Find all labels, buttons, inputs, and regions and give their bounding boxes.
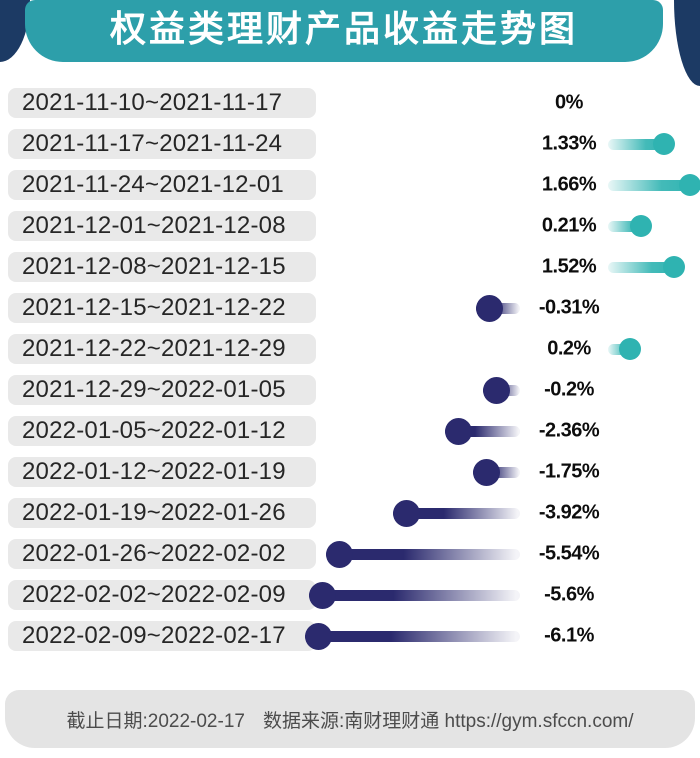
date-range-pill: 2021-11-24~2021-12-01 [8, 170, 316, 200]
header-banner: 权益类理财产品收益走势图 [25, 0, 663, 62]
date-range-pill: 2021-11-10~2021-11-17 [8, 88, 316, 118]
bar-knob-circle [663, 256, 685, 278]
value-label: 0.2% [547, 337, 591, 360]
chart-row: 2022-02-09~2022-02-17 -6.1% [0, 616, 700, 657]
value-label: 0.21% [541, 214, 597, 237]
bar-knob-circle [476, 294, 503, 322]
date-range-label: 2022-01-26~2022-02-02 [22, 540, 286, 567]
chart-row: 2021-11-24~2021-12-01 1.66% [0, 165, 700, 206]
date-range-label: 2022-01-19~2022-01-26 [22, 499, 286, 526]
bar-knob-circle [309, 581, 336, 609]
chart-row: 2022-01-12~2022-01-19 -1.75% [0, 452, 700, 493]
date-range-pill: 2021-11-17~2021-11-24 [8, 129, 316, 159]
value-label: -0.2% [544, 378, 594, 401]
value-label: 1.66% [541, 173, 597, 196]
chart-row: 2022-01-19~2022-01-26 -3.92% [0, 493, 700, 534]
value-label: -3.92% [538, 501, 600, 524]
date-range-pill: 2022-02-09~2022-02-17 [8, 621, 316, 651]
date-range-pill: 2022-01-12~2022-01-19 [8, 457, 316, 487]
value-bar-negative [473, 458, 520, 486]
value-bar-negative [476, 294, 520, 322]
footer-bar: 截止日期:2022-02-17 数据来源:南财理财通 https://gym.s… [5, 690, 695, 748]
value-label: 0% [555, 91, 583, 114]
chart-row: 2022-02-02~2022-02-09 -5.6% [0, 575, 700, 616]
chart-row: 2021-12-29~2022-01-05 -0.2% [0, 370, 700, 411]
date-range-pill: 2022-01-05~2022-01-12 [8, 416, 316, 446]
date-range-label: 2022-02-02~2022-02-09 [22, 581, 286, 608]
value-bar-positive [608, 338, 641, 360]
value-bar-positive [608, 215, 652, 237]
bar-knob-circle [445, 417, 472, 445]
date-range-pill: 2021-12-22~2021-12-29 [8, 334, 316, 364]
value-bar-negative [309, 581, 520, 609]
value-bar-negative [393, 499, 520, 527]
bar-knob-circle [619, 338, 641, 360]
bar-knob-circle [305, 622, 332, 650]
date-range-label: 2021-12-01~2021-12-08 [22, 212, 286, 239]
date-range-label: 2021-12-29~2022-01-05 [22, 376, 286, 403]
value-bar-negative [305, 622, 520, 650]
chart-row: 2022-01-26~2022-02-02 -5.54% [0, 534, 700, 575]
value-label: 1.33% [541, 132, 597, 155]
date-range-label: 2022-01-05~2022-01-12 [22, 417, 286, 444]
value-label: -1.75% [538, 460, 600, 483]
value-label: -5.54% [538, 542, 600, 565]
date-range-pill: 2021-12-01~2021-12-08 [8, 211, 316, 241]
chart-row: 2021-12-01~2021-12-08 0.21% [0, 206, 700, 247]
date-range-pill: 2021-12-08~2021-12-15 [8, 252, 316, 282]
footer-source: 数据来源:南财理财通 https://gym.sfccn.com/ [262, 710, 634, 732]
value-label: -0.31% [538, 296, 600, 319]
date-range-pill: 2022-01-19~2022-01-26 [8, 498, 316, 528]
date-range-pill: 2021-12-29~2022-01-05 [8, 375, 316, 405]
value-bar-positive [608, 133, 675, 155]
date-range-label: 2021-12-08~2021-12-15 [22, 253, 286, 280]
value-label: -5.6% [544, 583, 594, 606]
bar-knob-circle [679, 174, 700, 196]
date-range-pill: 2022-01-26~2022-02-02 [8, 539, 316, 569]
page-title: 权益类理财产品收益走势图 [109, 8, 578, 49]
bar-knob-circle [473, 458, 500, 486]
bar-knob-circle [653, 133, 675, 155]
value-label: 1.52% [541, 255, 597, 278]
date-range-pill: 2022-02-02~2022-02-09 [8, 580, 316, 610]
chart-row: 2021-12-08~2021-12-15 1.52% [0, 247, 700, 288]
value-label: -2.36% [538, 419, 600, 442]
bar-knob-circle [630, 215, 652, 237]
date-range-label: 2021-11-24~2021-12-01 [22, 171, 284, 198]
value-bar-negative [483, 376, 520, 404]
chart-row: 2022-01-05~2022-01-12 -2.36% [0, 411, 700, 452]
value-bar-negative [326, 540, 520, 568]
value-bar-positive [608, 174, 700, 196]
bar-knob-circle [326, 540, 353, 568]
bar-knob-circle [483, 376, 510, 404]
date-range-label: 2021-12-22~2021-12-29 [22, 335, 286, 362]
date-range-label: 2021-11-17~2021-11-24 [22, 130, 283, 157]
date-range-pill: 2021-12-15~2021-12-22 [8, 293, 316, 323]
date-range-label: 2022-02-09~2022-02-17 [22, 622, 286, 649]
chart-row: 2021-12-22~2021-12-29 0.2% [0, 329, 700, 370]
date-range-label: 2021-11-10~2021-11-17 [22, 89, 283, 116]
value-bar-positive [608, 256, 685, 278]
bar-knob-circle [393, 499, 420, 527]
date-range-label: 2022-01-12~2022-01-19 [22, 458, 286, 485]
footer-deadline: 截止日期:2022-02-17 [66, 710, 245, 732]
chart-row: 2021-11-17~2021-11-24 1.33% [0, 124, 700, 165]
value-bar-negative [445, 417, 520, 445]
chart-row: 2021-12-15~2021-12-22 -0.31% [0, 288, 700, 329]
chart-row: 2021-11-10~2021-11-17 0% [0, 83, 700, 124]
date-range-label: 2021-12-15~2021-12-22 [22, 294, 286, 321]
value-label: -6.1% [544, 624, 594, 647]
corner-accent-top-right [674, 0, 700, 86]
